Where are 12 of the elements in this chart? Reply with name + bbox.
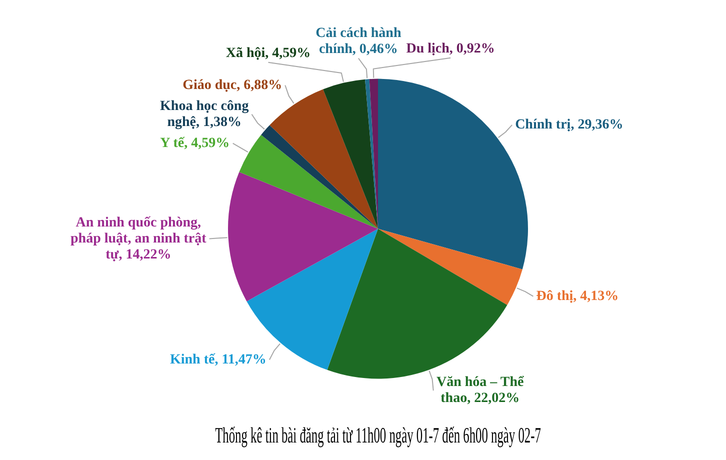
slice-label: Du lịch, 0,92% bbox=[406, 41, 495, 56]
text: Thống kê tin bài đăng tải từ 11h00 ngày 01-7 đến 6h00 ngày 02-7 bbox=[215, 422, 541, 448]
slice-label: Chính trị, 29,36% bbox=[515, 118, 624, 133]
slice-label: Cải cách hành chính, 0,46% bbox=[316, 26, 402, 57]
slice-label: An ninh quốc phòng, pháp luật, an ninh trật tự, 14,22% bbox=[70, 215, 207, 262]
slice-label: Giáo dục, 6,88% bbox=[182, 78, 282, 93]
slice-label: Xã hội, 4,59% bbox=[226, 46, 311, 61]
slice-label: Đô thị, 4,13% bbox=[536, 288, 619, 304]
slice-label: Văn hóa – Thể thao, 22,02% bbox=[436, 375, 525, 406]
slice-label: Khoa học công nghệ, 1,38% bbox=[160, 98, 249, 130]
slice-label: Y tế, 4,59% bbox=[160, 136, 230, 151]
slice-label: Kinh tế, 11,47% bbox=[170, 352, 266, 368]
